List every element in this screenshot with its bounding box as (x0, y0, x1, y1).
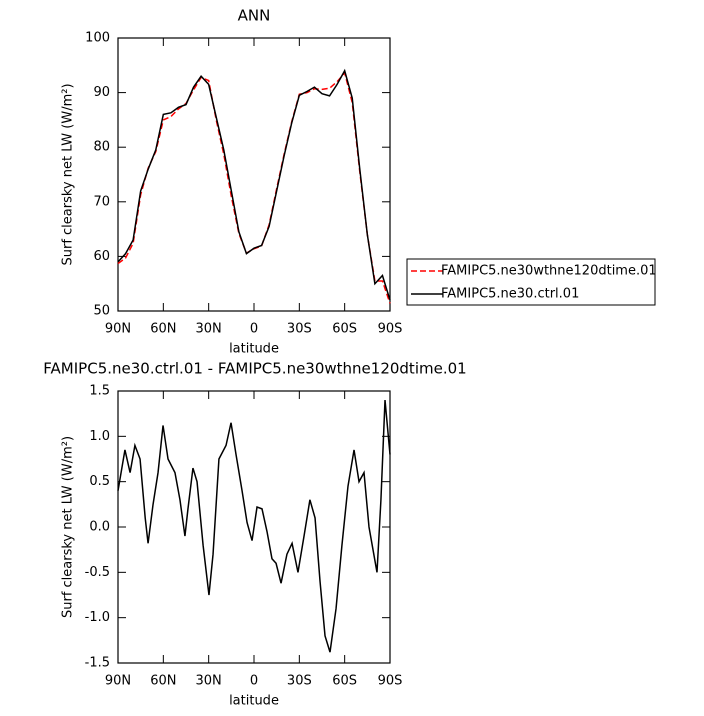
y-tick-label: 70 (93, 194, 110, 209)
y-tick-label: 0.0 (89, 520, 110, 535)
chart-title: ANN (238, 7, 271, 25)
legend-label: FAMIPC5.ne30wthne120dtime.01 (441, 264, 657, 279)
y-axis-label: Surf clearsky net LW (W/m²) (61, 83, 76, 265)
x-tick-label: 0 (250, 674, 258, 689)
x-tick-label: 60S (332, 674, 357, 689)
y-tick-label: 0.5 (89, 474, 110, 489)
y-tick-label: 100 (85, 31, 110, 46)
y-tick-label: 60 (93, 249, 110, 264)
plot-frame (117, 37, 391, 312)
x-tick-label: 90N (105, 322, 131, 337)
x-tick-label: 60N (150, 674, 176, 689)
x-tick-label: 0 (250, 322, 258, 337)
y-tick-label: -1.5 (85, 656, 110, 671)
y-tick-label: 90 (93, 85, 110, 100)
data-line (117, 68, 391, 301)
chart-title: FAMIPC5.ne30.ctrl.01 - FAMIPC5.ne30wthne… (43, 360, 466, 378)
y-tick-label: -1.0 (85, 610, 110, 625)
legend-label: FAMIPC5.ne30.ctrl.01 (441, 287, 579, 302)
x-tick-label: 60N (150, 322, 176, 337)
x-tick-label: 90S (378, 322, 403, 337)
x-axis-label: latitude (229, 694, 279, 709)
legend-box (406, 258, 656, 306)
data-line (117, 71, 391, 304)
x-tick-label: 30S (287, 674, 312, 689)
y-tick-label: -0.5 (85, 565, 110, 580)
plot-frame (117, 390, 391, 664)
y-tick-label: 80 (93, 140, 110, 155)
y-tick-label: 1.5 (89, 384, 110, 399)
x-tick-label: 30S (287, 322, 312, 337)
y-tick-label: 50 (93, 304, 110, 319)
x-tick-label: 90S (378, 674, 403, 689)
x-tick-label: 30N (196, 674, 222, 689)
x-tick-label: 30N (196, 322, 222, 337)
y-tick-label: 1.0 (89, 429, 110, 444)
data-line (117, 400, 391, 653)
x-tick-label: 90N (105, 674, 131, 689)
x-tick-label: 60S (332, 322, 357, 337)
x-axis-label: latitude (229, 342, 279, 357)
y-axis-label: Surf clearsky net LW (W/m²) (61, 436, 76, 618)
